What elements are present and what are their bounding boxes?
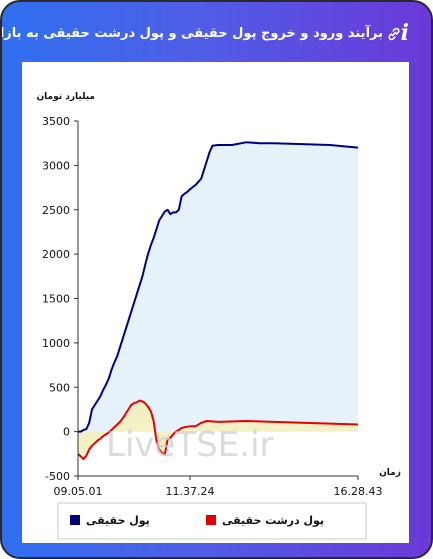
x-tick-label: 16.28.43 [334,485,383,498]
series-area-1 [78,400,358,460]
card-title: برآیند ورود و خروج پول حقیقی و پول درشت … [0,26,383,41]
card-header: برآیند ورود و خروج پول حقیقی و پول درشت … [2,2,431,62]
y-tick-label: 3000 [42,159,70,172]
legend-swatch-big-real [206,515,216,525]
line-chart: -500 0 500 1000 1500 2000 2500 3000 3500 09.05.01… [36,92,401,540]
y-tick-label: 2500 [42,204,70,217]
y-axis-label: میلیارد تومان [36,92,95,102]
link-icon[interactable] [387,27,401,41]
watermark: LiveTSE.ir [106,425,274,465]
legend-label-big-real: پول درشت حقیقی [222,514,324,527]
series-line-1 [77,399,359,461]
x-tick-label: 09.05.01 [54,485,103,498]
series-area-0 [78,142,358,432]
x-axis-label: زمان [379,468,401,478]
info-icon[interactable]: i [400,20,409,46]
legend: پول حقیقی پول درشت حقیقی [57,502,367,540]
y-tick-label: 0 [63,426,70,439]
series-line-0 [78,141,359,433]
y-tick-label: 3500 [42,115,70,128]
x-tick-label: 11.37.24 [166,485,215,498]
y-tick-label: 1500 [42,293,70,306]
legend-swatch-real [70,515,80,525]
y-tick-label: 1000 [42,337,70,350]
chart-panel: -500 0 500 1000 1500 2000 2500 3000 3500 09.05.01… [22,62,409,543]
y-tick-label: -500 [45,470,70,483]
legend-label-real: پول حقیقی [86,514,150,527]
y-tick-label: 2000 [42,248,70,261]
y-tick-label: 500 [49,381,70,394]
